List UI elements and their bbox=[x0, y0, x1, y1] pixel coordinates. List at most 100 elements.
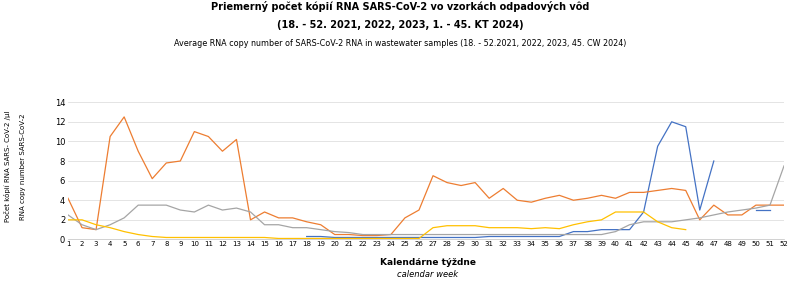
Line: 2022: 2022 bbox=[68, 117, 784, 236]
2021 bbox=[513, 235, 522, 238]
2024 bbox=[119, 230, 129, 233]
2022 bbox=[134, 150, 143, 153]
2022 bbox=[470, 181, 480, 184]
2024 bbox=[218, 236, 227, 239]
2024 bbox=[344, 237, 354, 240]
2021 bbox=[498, 235, 508, 238]
2021 bbox=[526, 235, 536, 238]
2021 bbox=[386, 236, 396, 239]
2024 bbox=[554, 227, 564, 230]
2024 bbox=[639, 210, 649, 214]
Text: Average RNA copy number of SARS-CoV-2 RNA in wastewater samples (18. - 52.2021, : Average RNA copy number of SARS-CoV-2 RN… bbox=[174, 39, 626, 48]
2024 bbox=[442, 224, 452, 227]
2021 bbox=[610, 228, 620, 231]
2024 bbox=[106, 226, 115, 230]
2022 bbox=[63, 197, 73, 200]
Text: Kalendárne týždne: Kalendárne týždne bbox=[380, 258, 476, 267]
2021 bbox=[597, 228, 606, 231]
Text: Priemerný počet kópií RNA SARS-CoV-2 vo vzorkách odpadových vôd: Priemerný počet kópií RNA SARS-CoV-2 vo … bbox=[211, 1, 589, 13]
2021 bbox=[358, 236, 368, 239]
2023 bbox=[316, 228, 326, 231]
2024 bbox=[569, 223, 578, 227]
2021 bbox=[470, 236, 480, 239]
Line: 2023: 2023 bbox=[68, 166, 784, 234]
2021 bbox=[569, 230, 578, 233]
Text: (18. - 52. 2021, 2022, 2023, 1. - 45. KT 2024): (18. - 52. 2021, 2022, 2023, 1. - 45. KT… bbox=[277, 20, 523, 30]
2024 bbox=[162, 236, 171, 239]
2021 bbox=[316, 235, 326, 238]
2021 bbox=[554, 235, 564, 238]
2024 bbox=[134, 233, 143, 236]
Text: Počet kópií RNA SARS- CoV-2 /µl: Počet kópií RNA SARS- CoV-2 /µl bbox=[4, 111, 11, 222]
2024 bbox=[597, 218, 606, 222]
Text: RNA copy number SARS-CoV-2: RNA copy number SARS-CoV-2 bbox=[20, 113, 26, 220]
2024 bbox=[78, 218, 87, 222]
2024 bbox=[175, 236, 185, 239]
2022 bbox=[526, 200, 536, 204]
2023 bbox=[541, 233, 550, 236]
2023 bbox=[358, 233, 368, 236]
2024 bbox=[358, 237, 368, 240]
2024 bbox=[372, 237, 382, 240]
2024 bbox=[667, 226, 677, 230]
2022 bbox=[119, 115, 129, 119]
2021 bbox=[541, 235, 550, 238]
2023 bbox=[737, 208, 746, 212]
2021 bbox=[639, 210, 649, 214]
2021 bbox=[667, 120, 677, 124]
2024 bbox=[386, 237, 396, 240]
2024 bbox=[498, 226, 508, 230]
2024 bbox=[456, 224, 466, 227]
2021 bbox=[456, 236, 466, 239]
2024 bbox=[653, 220, 662, 224]
2024 bbox=[610, 210, 620, 214]
2024 bbox=[541, 226, 550, 230]
Text: calendar week: calendar week bbox=[398, 270, 458, 279]
2024 bbox=[428, 226, 438, 230]
2021 bbox=[653, 145, 662, 148]
2021 bbox=[695, 208, 705, 212]
2024 bbox=[513, 226, 522, 230]
2024 bbox=[203, 236, 213, 239]
2022 bbox=[330, 233, 339, 236]
2021 bbox=[414, 236, 424, 239]
2024 bbox=[260, 236, 270, 239]
2024 bbox=[232, 236, 242, 239]
2021 bbox=[625, 228, 634, 231]
2021 bbox=[582, 230, 592, 233]
2022 bbox=[554, 194, 564, 197]
2023 bbox=[513, 233, 522, 236]
2023 bbox=[119, 216, 129, 220]
2023 bbox=[414, 233, 424, 236]
2021 bbox=[428, 236, 438, 239]
2024 bbox=[484, 226, 494, 230]
2024 bbox=[190, 236, 199, 239]
2024 bbox=[288, 237, 298, 240]
Line: 2021: 2021 bbox=[306, 122, 714, 237]
Line: 2024: 2024 bbox=[68, 212, 686, 239]
2024 bbox=[316, 237, 326, 240]
2024 bbox=[414, 237, 424, 240]
2023 bbox=[63, 213, 73, 217]
2024 bbox=[246, 236, 255, 239]
2024 bbox=[147, 235, 157, 238]
2021 bbox=[330, 236, 339, 239]
2021 bbox=[484, 235, 494, 238]
2024 bbox=[625, 210, 634, 214]
2021 bbox=[400, 236, 410, 239]
2024 bbox=[91, 223, 101, 227]
2021 bbox=[709, 159, 718, 163]
2024 bbox=[274, 237, 283, 240]
2024 bbox=[400, 237, 410, 240]
2024 bbox=[582, 220, 592, 224]
2024 bbox=[681, 228, 690, 231]
2021 bbox=[372, 236, 382, 239]
2021 bbox=[681, 125, 690, 128]
2021 bbox=[442, 236, 452, 239]
2022 bbox=[358, 234, 368, 237]
2024 bbox=[526, 227, 536, 230]
2024 bbox=[302, 237, 311, 240]
2024 bbox=[470, 224, 480, 227]
2023 bbox=[779, 164, 789, 168]
2024 bbox=[63, 218, 73, 222]
